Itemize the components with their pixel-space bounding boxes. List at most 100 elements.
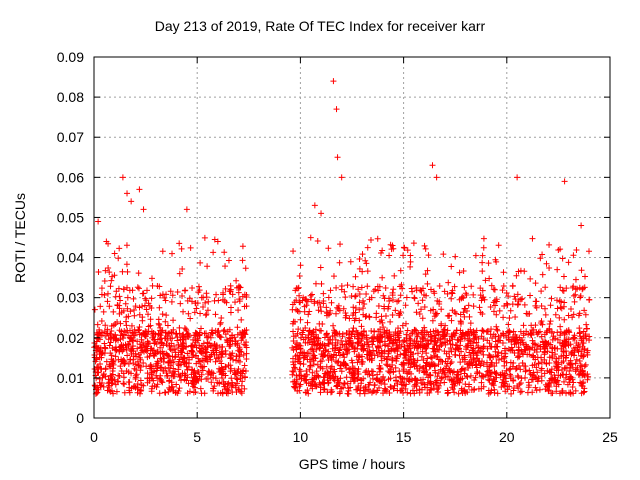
data-point xyxy=(105,265,112,272)
data-point xyxy=(449,369,456,376)
data-point xyxy=(134,380,141,387)
data-point xyxy=(97,345,104,352)
data-point xyxy=(494,343,501,350)
data-point xyxy=(388,246,395,253)
data-point xyxy=(471,335,478,342)
data-point xyxy=(216,358,223,365)
data-point xyxy=(125,369,132,376)
data-point xyxy=(158,339,165,346)
data-point xyxy=(525,331,532,338)
data-point xyxy=(330,78,337,85)
x-tick-label: 5 xyxy=(193,429,201,445)
data-point xyxy=(116,372,123,379)
data-point xyxy=(311,298,318,305)
data-point xyxy=(143,306,150,313)
data-point xyxy=(352,292,359,299)
data-point xyxy=(510,328,517,335)
data-point xyxy=(442,322,449,329)
data-point xyxy=(112,293,119,300)
data-point xyxy=(123,344,130,351)
data-point xyxy=(354,374,361,381)
data-point xyxy=(131,365,138,372)
data-point xyxy=(388,337,395,344)
data-point xyxy=(330,322,337,329)
data-point xyxy=(394,381,401,388)
data-point xyxy=(341,380,348,387)
data-point xyxy=(179,331,186,338)
data-point xyxy=(197,259,204,266)
data-point xyxy=(176,270,183,277)
data-point xyxy=(176,330,183,337)
data-point xyxy=(355,371,362,378)
data-point xyxy=(488,326,495,333)
data-point xyxy=(206,340,213,347)
data-point xyxy=(468,283,475,290)
data-point xyxy=(106,361,113,368)
data-point xyxy=(147,362,154,369)
data-point xyxy=(106,342,113,349)
data-point xyxy=(362,257,369,264)
data-point xyxy=(178,245,185,252)
data-point xyxy=(338,283,345,290)
data-point xyxy=(446,367,453,374)
data-point xyxy=(179,292,186,299)
data-point xyxy=(358,337,365,344)
data-point xyxy=(380,324,387,331)
data-point xyxy=(211,343,218,350)
data-point xyxy=(461,366,468,373)
data-point xyxy=(395,325,402,332)
data-point xyxy=(374,387,381,394)
data-point xyxy=(342,314,349,321)
data-point xyxy=(424,379,431,386)
data-point xyxy=(473,361,480,368)
data-point xyxy=(549,354,556,361)
data-point xyxy=(145,311,152,318)
data-point xyxy=(360,297,367,304)
data-point xyxy=(117,332,124,339)
data-point xyxy=(348,357,355,364)
data-point xyxy=(137,390,144,397)
data-point xyxy=(356,265,363,272)
data-point xyxy=(380,373,387,380)
data-point xyxy=(480,335,487,342)
data-point xyxy=(395,334,402,341)
data-point xyxy=(411,295,418,302)
data-point xyxy=(506,366,513,373)
data-point xyxy=(418,379,425,386)
data-point xyxy=(293,306,300,313)
data-point xyxy=(140,206,147,213)
data-point xyxy=(480,244,487,251)
data-point xyxy=(368,294,375,301)
data-point xyxy=(155,320,162,327)
data-point xyxy=(317,341,324,348)
data-point xyxy=(526,367,533,374)
data-point xyxy=(370,338,377,345)
data-point xyxy=(522,347,529,354)
data-point xyxy=(184,333,191,340)
data-point xyxy=(541,351,548,358)
data-point xyxy=(491,286,498,293)
data-point xyxy=(162,318,169,325)
data-point xyxy=(292,381,299,388)
data-point xyxy=(212,375,219,382)
data-point xyxy=(427,337,434,344)
data-point xyxy=(424,280,431,287)
data-point xyxy=(127,346,134,353)
data-point xyxy=(189,348,196,355)
data-point xyxy=(370,347,377,354)
data-point xyxy=(305,311,312,318)
data-point xyxy=(570,252,577,259)
data-point xyxy=(168,329,175,336)
data-point xyxy=(477,309,484,316)
data-point xyxy=(493,323,500,330)
data-point xyxy=(128,322,135,329)
data-point xyxy=(515,301,522,308)
data-point xyxy=(555,247,562,254)
data-point xyxy=(515,374,522,381)
data-point xyxy=(517,328,524,335)
data-point xyxy=(219,343,226,350)
data-point xyxy=(144,370,151,377)
data-point xyxy=(500,282,507,289)
data-point xyxy=(137,377,144,384)
data-point xyxy=(403,354,410,361)
